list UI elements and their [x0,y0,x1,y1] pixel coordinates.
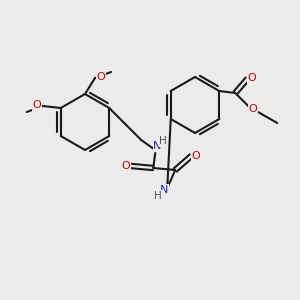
Text: O: O [32,100,41,110]
Text: O: O [122,161,130,171]
Text: N: N [153,141,161,151]
Text: O: O [249,104,258,114]
Text: O: O [97,72,105,82]
Text: H: H [159,136,167,146]
Text: N: N [160,185,168,195]
Text: H: H [154,191,162,201]
Text: O: O [248,73,256,83]
Text: O: O [192,151,201,161]
